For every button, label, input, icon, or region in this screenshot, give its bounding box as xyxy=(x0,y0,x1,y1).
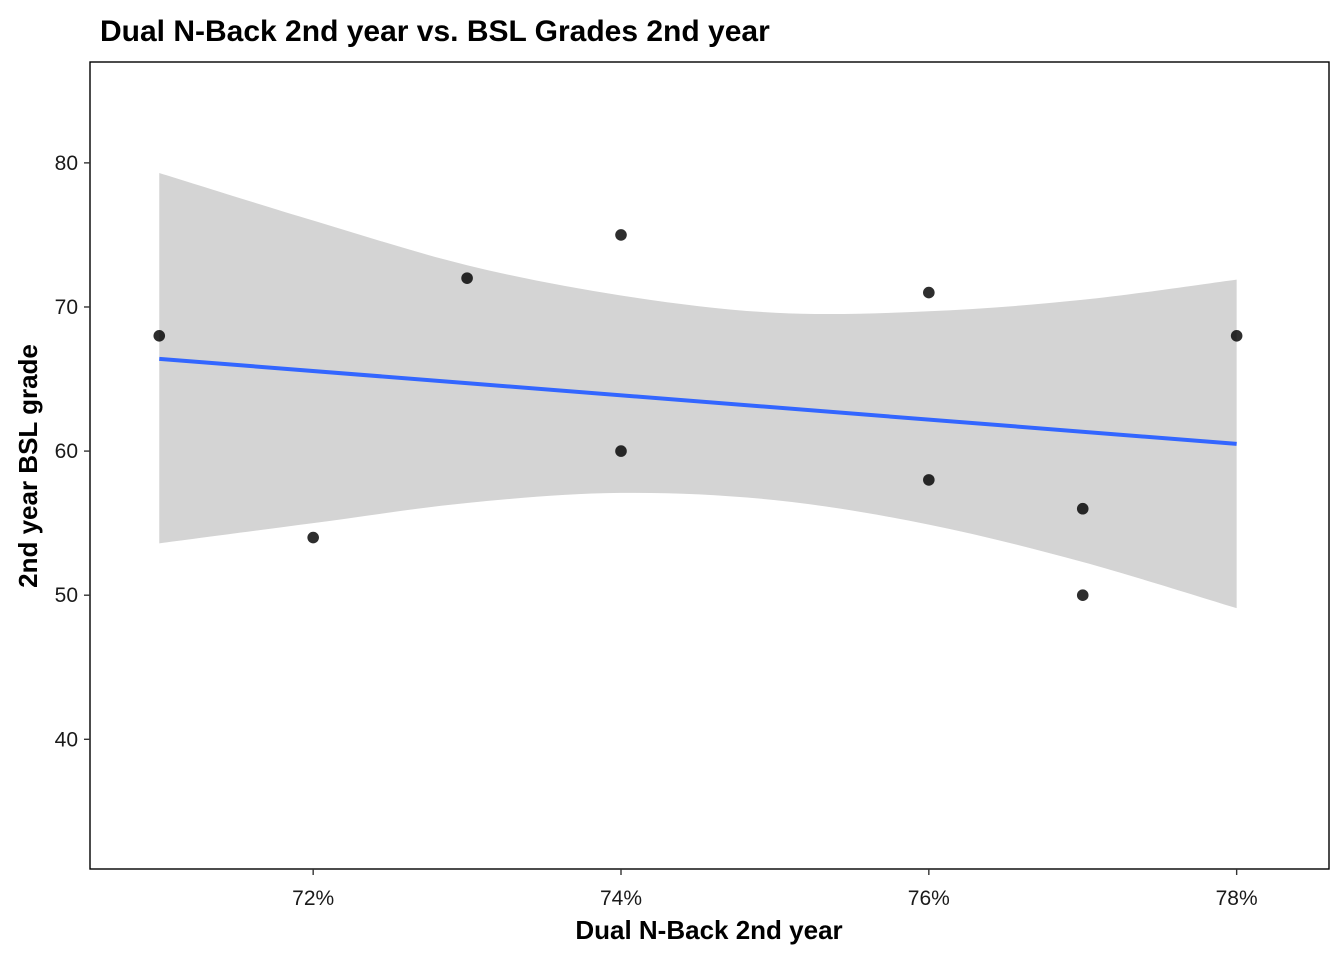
x-axis-title: Dual N-Back 2nd year xyxy=(575,915,842,945)
data-point xyxy=(1230,330,1243,342)
y-tick-label: 40 xyxy=(55,728,78,751)
data-point xyxy=(615,445,627,457)
regression-line xyxy=(159,356,1237,446)
data-point xyxy=(923,286,935,299)
data-point xyxy=(153,330,166,342)
x-tick-label: 74% xyxy=(600,887,642,910)
y-tick-label: 70 xyxy=(55,296,78,319)
x-tick-label: 78% xyxy=(1216,887,1258,910)
data-point xyxy=(307,531,319,544)
data-point xyxy=(923,474,935,486)
confidence-band xyxy=(159,172,1237,609)
plot-area xyxy=(153,172,1243,609)
x-tick-label: 72% xyxy=(292,887,334,910)
data-point xyxy=(1076,502,1089,515)
y-axis-title: 2nd year BSL grade xyxy=(13,344,43,588)
chart-title: Dual N-Back 2nd year vs. BSL Grades 2nd … xyxy=(100,15,770,48)
y-tick-label: 50 xyxy=(55,584,78,607)
axes: 72% 74% 76% 78% 40 50 60 70 80 xyxy=(55,152,1258,910)
data-point xyxy=(461,272,473,284)
data-point xyxy=(615,229,627,241)
data-point xyxy=(1076,589,1089,601)
x-tick-label: 76% xyxy=(908,887,950,910)
y-tick-label: 60 xyxy=(55,440,78,463)
panel-border xyxy=(89,61,1330,870)
y-tick-label: 80 xyxy=(55,152,78,175)
